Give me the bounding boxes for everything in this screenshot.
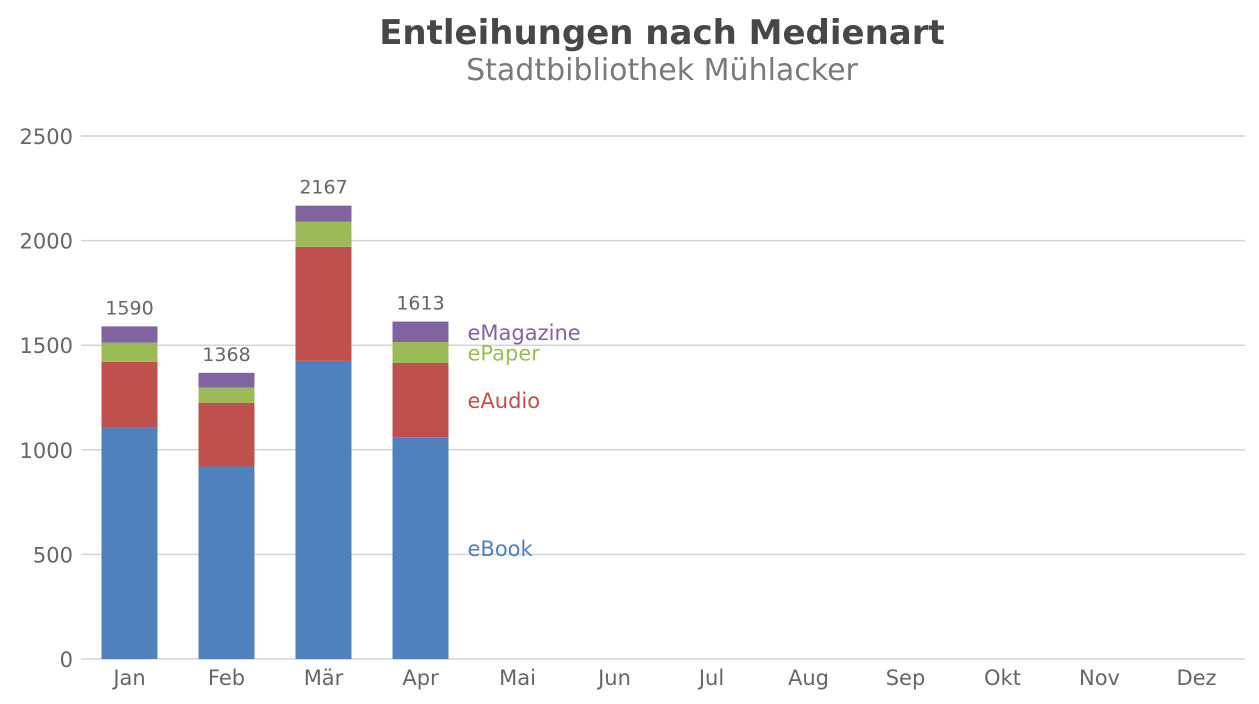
bar-segment-eaudio — [101, 361, 158, 428]
series-label-eaudio: eAudio — [468, 389, 541, 413]
y-tick-label: 2500 — [20, 125, 73, 149]
x-tick-label: Sep — [886, 666, 926, 690]
bar-total-label: 1590 — [105, 297, 153, 319]
bars — [101, 205, 449, 659]
x-tick-label: Mai — [499, 666, 536, 690]
bar-segment-epaper — [101, 342, 158, 362]
x-axis-ticks: Jan Feb Mär Apr Mai Jun Jul Aug Sep Okt Nov Dez — [111, 666, 1216, 690]
x-tick-label: Aug — [788, 666, 829, 690]
y-tick-label: 2000 — [20, 230, 73, 254]
y-tick-label: 0 — [60, 648, 73, 672]
bar-segment-ebook — [198, 466, 255, 659]
bar-segment-emagazine — [295, 205, 352, 222]
bar-segment-epaper — [198, 387, 255, 403]
bar-segment-eaudio — [198, 402, 255, 467]
bar-segment-emagazine — [198, 372, 255, 388]
bar-total-label: 1613 — [396, 293, 444, 315]
bar-segment-eaudio — [392, 362, 449, 438]
bar-segment-emagazine — [392, 321, 449, 343]
x-tick-label: Jan — [111, 666, 145, 690]
y-tick-label: 500 — [33, 543, 73, 567]
bar-total-label: 2167 — [299, 177, 347, 199]
y-tick-label: 1500 — [20, 334, 73, 358]
bar-segment-eaudio — [295, 246, 352, 361]
bar-total-label: 1368 — [202, 344, 250, 366]
x-tick-label: Okt — [984, 666, 1021, 690]
x-tick-label: Nov — [1079, 666, 1120, 690]
chart-subtitle: Stadtbibliothek Mühlacker — [466, 53, 858, 88]
x-tick-label: Feb — [208, 666, 245, 690]
x-tick-label: Dez — [1176, 666, 1216, 690]
x-tick-label: Mär — [304, 666, 344, 690]
series-label-emagazine: eMagazine — [468, 321, 581, 345]
gridlines — [81, 135, 1245, 660]
series-label-ebook: eBook — [468, 537, 534, 561]
bar-segment-epaper — [392, 342, 449, 363]
y-tick-label: 1000 — [20, 439, 73, 463]
series-label-epaper: ePaper — [468, 342, 541, 366]
x-tick-label: Jun — [596, 666, 631, 690]
bar-segment-epaper — [295, 221, 352, 247]
x-tick-label: Apr — [402, 666, 439, 690]
chart-title: Entleihungen nach Medienart — [379, 13, 945, 53]
y-axis-ticks: 0 500 1000 1500 2000 2500 — [20, 125, 73, 672]
bar-segment-ebook — [295, 360, 352, 659]
bar-segment-ebook — [392, 437, 449, 659]
x-tick-label: Jul — [697, 666, 724, 690]
bar-totals: 1590 1368 2167 1613 — [105, 177, 444, 366]
bar-segment-ebook — [101, 427, 158, 659]
bar-segment-emagazine — [101, 326, 158, 343]
